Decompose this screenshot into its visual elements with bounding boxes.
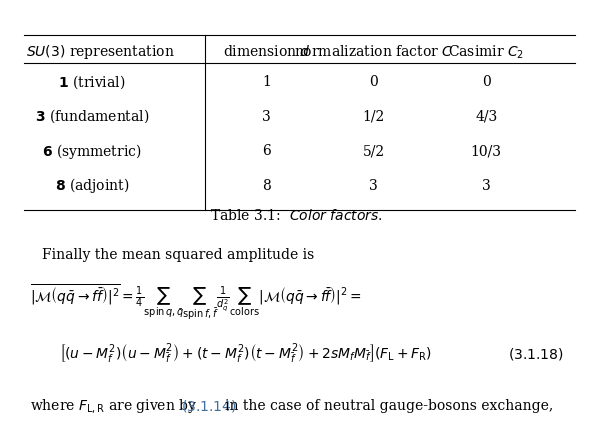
Text: 1: 1 <box>263 75 271 89</box>
Text: $\mathbf{3}$ (fundamental): $\mathbf{3}$ (fundamental) <box>34 108 149 125</box>
Text: 1/2: 1/2 <box>362 110 385 124</box>
Text: dimension $d$: dimension $d$ <box>223 44 311 59</box>
Text: 0: 0 <box>369 75 378 89</box>
Text: Finally the mean squared amplitude is: Finally the mean squared amplitude is <box>42 248 314 262</box>
Text: 3: 3 <box>369 179 378 193</box>
Text: $\mathbf{6}$ (symmetric): $\mathbf{6}$ (symmetric) <box>42 142 142 161</box>
Text: in the case of neutral gauge-bosons exchange,: in the case of neutral gauge-bosons exch… <box>225 399 554 413</box>
Text: 0: 0 <box>482 75 490 89</box>
Text: Casimir $C_2$: Casimir $C_2$ <box>448 43 524 60</box>
Text: 8: 8 <box>263 179 271 193</box>
Text: 5/2: 5/2 <box>362 144 385 158</box>
Text: normalization factor $C$: normalization factor $C$ <box>294 44 453 59</box>
Text: $SU(3)$ representation: $SU(3)$ representation <box>27 43 175 61</box>
Text: $\overline{|\mathcal{M}\left(q\bar{q}\rightarrow f\bar{f}\right)|^2} = \frac{1}{: $\overline{|\mathcal{M}\left(q\bar{q}\ri… <box>30 283 362 322</box>
Text: Table 3.1:  $\it{Color\ factors.}$: Table 3.1: $\it{Color\ factors.}$ <box>211 209 382 223</box>
Text: 10/3: 10/3 <box>471 144 502 158</box>
Text: $\left[(u-M_f^2)\left(u-M_{\bar{f}}^2\right)+(t-M_f^2)\left(t-M_{\bar{f}}^2\righ: $\left[(u-M_f^2)\left(u-M_{\bar{f}}^2\ri… <box>59 342 432 366</box>
Text: 4/3: 4/3 <box>475 110 498 124</box>
Text: 3: 3 <box>482 179 490 193</box>
Text: $(3.1.14)$: $(3.1.14)$ <box>181 398 237 414</box>
Text: $(3.1.18)$: $(3.1.18)$ <box>508 346 563 362</box>
Text: 6: 6 <box>263 144 271 158</box>
Text: $\mathbf{1}$ (trivial): $\mathbf{1}$ (trivial) <box>58 73 126 91</box>
Text: where $F_\mathrm{L,R}$ are given by: where $F_\mathrm{L,R}$ are given by <box>30 397 197 415</box>
Text: $\mathbf{8}$ (adjoint): $\mathbf{8}$ (adjoint) <box>55 176 129 195</box>
Text: 3: 3 <box>263 110 271 124</box>
